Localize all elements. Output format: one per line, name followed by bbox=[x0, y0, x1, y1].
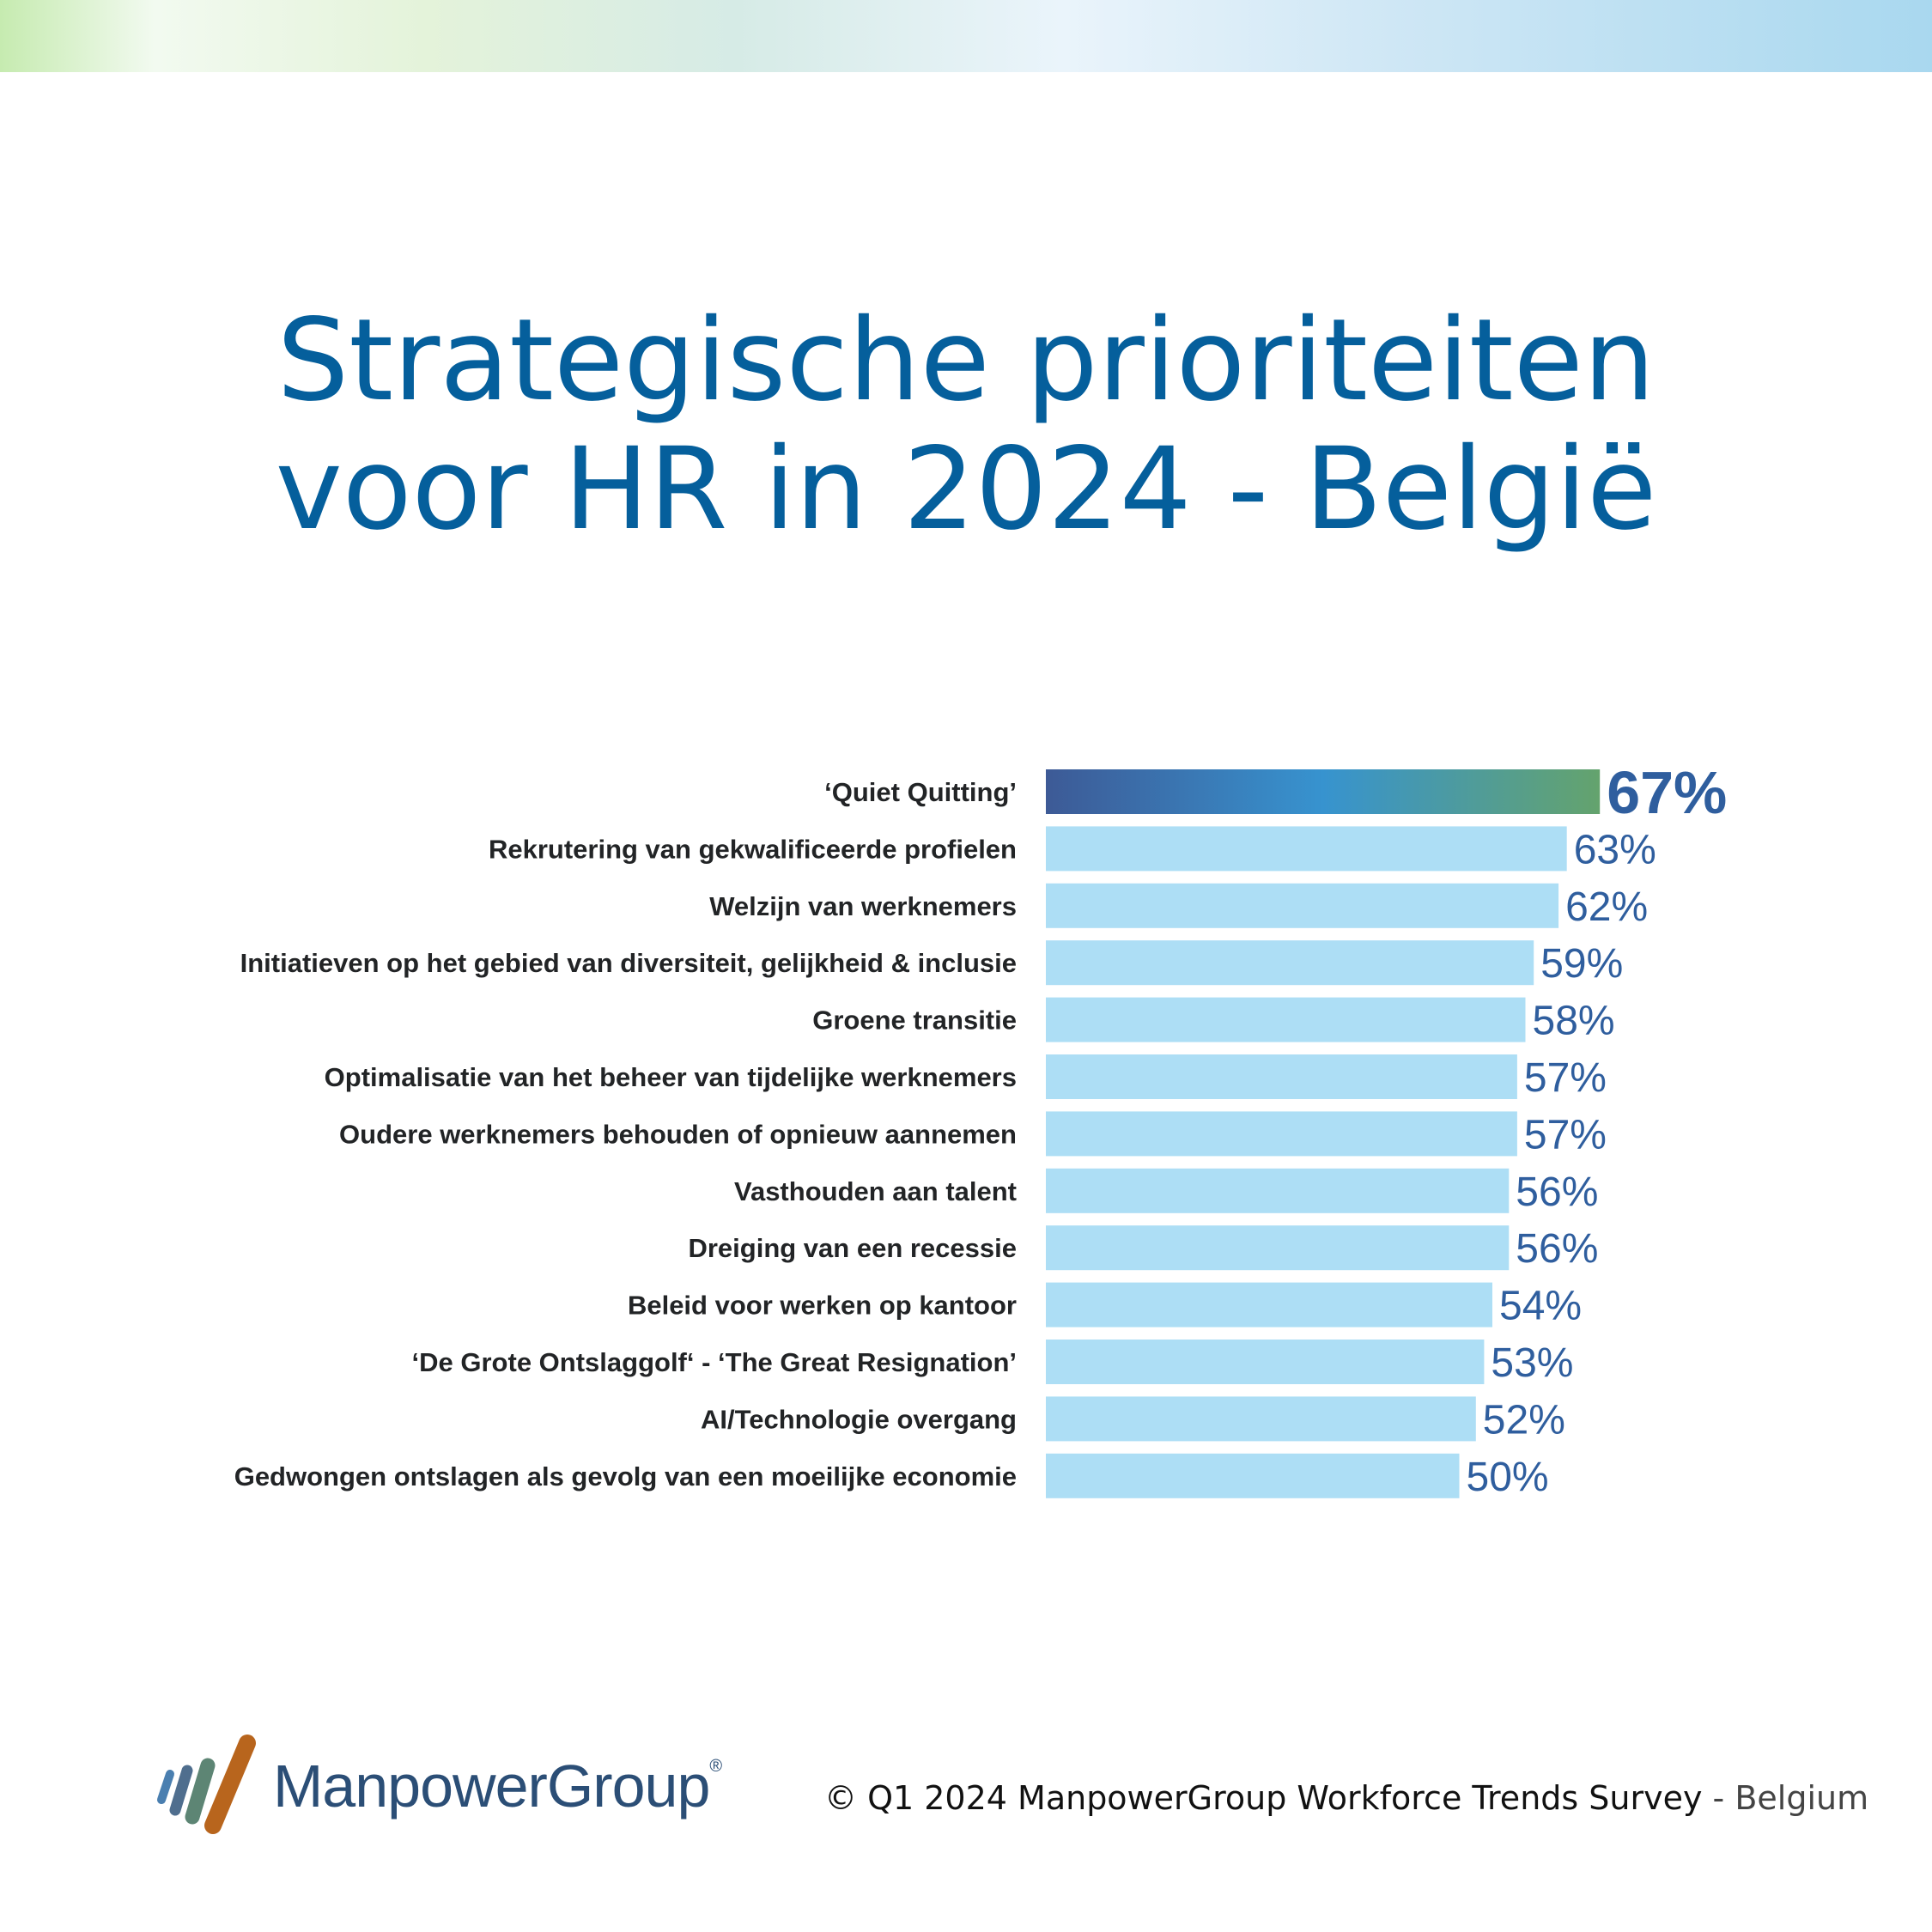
category-label: Gedwongen ontslagen als gevolg van een m… bbox=[234, 1461, 1017, 1492]
value-label: 62% bbox=[1565, 884, 1648, 930]
category-label: Initiatieven op het gebied van diversite… bbox=[240, 948, 1017, 978]
top-gradient-band bbox=[0, 0, 1932, 72]
bar bbox=[1046, 1453, 1460, 1498]
value-label: 54% bbox=[1499, 1284, 1582, 1329]
value-label: 56% bbox=[1516, 1170, 1598, 1215]
value-label: 56% bbox=[1516, 1226, 1598, 1272]
footer-source: © Q1 2024 ManpowerGroup Workforce Trends… bbox=[824, 1779, 1868, 1817]
category-label: Optimalisatie van het beheer van tijdeli… bbox=[325, 1062, 1017, 1092]
category-label: ‘Quiet Quitting’ bbox=[824, 777, 1017, 807]
value-label: 52% bbox=[1483, 1397, 1565, 1443]
category-label: Groene transitie bbox=[812, 1005, 1017, 1036]
bar bbox=[1046, 883, 1559, 928]
value-label: 57% bbox=[1524, 1055, 1607, 1101]
bar bbox=[1046, 1340, 1485, 1384]
category-label: Beleid voor werken op kantoor bbox=[628, 1291, 1017, 1321]
value-label: 59% bbox=[1540, 941, 1623, 987]
category-label: AI/Technologie overgang bbox=[701, 1404, 1017, 1434]
bars-layer: ‘Quiet Quitting’ 67% Rekrutering van gekwa… bbox=[234, 759, 1728, 1500]
category-label: Vasthouden aan talent bbox=[734, 1176, 1017, 1206]
bar bbox=[1046, 1396, 1476, 1442]
chart-title: Strategische prioriteiten voor HR in 202… bbox=[0, 296, 1932, 554]
logo-text: ManpowerGroup bbox=[273, 1753, 710, 1820]
footer-country: - Belgium bbox=[1702, 1779, 1869, 1817]
bar-highlight bbox=[1046, 769, 1601, 814]
value-label: 53% bbox=[1491, 1340, 1573, 1386]
bar bbox=[1046, 1225, 1510, 1271]
value-label: 50% bbox=[1467, 1455, 1549, 1500]
chart-title-line-2: voor HR in 2024 - België bbox=[275, 423, 1657, 556]
value-label: 57% bbox=[1524, 1112, 1607, 1157]
logo-stripes-icon bbox=[157, 1735, 256, 1834]
bar bbox=[1046, 997, 1526, 1042]
bar bbox=[1046, 940, 1534, 986]
category-label: ‘De Grote Ontslaggolf‘ - ‘The Great Resi… bbox=[412, 1347, 1017, 1377]
bar bbox=[1046, 1054, 1517, 1099]
value-label: 63% bbox=[1574, 827, 1656, 872]
chart-title-line-1: Strategische prioriteiten bbox=[276, 295, 1656, 427]
category-label: Oudere werknemers behouden of opnieuw aa… bbox=[339, 1119, 1017, 1149]
category-label: Welzijn van werknemers bbox=[709, 891, 1017, 921]
manpowergroup-logo: ManpowerGroup® bbox=[144, 1735, 745, 1838]
category-label: Rekrutering van gekwalificeerde profiele… bbox=[489, 834, 1017, 864]
bar bbox=[1046, 1111, 1517, 1157]
bar bbox=[1046, 826, 1567, 872]
footer-source-text: © Q1 2024 ManpowerGroup Workforce Trends… bbox=[824, 1779, 1703, 1817]
category-label: Dreiging van een recessie bbox=[688, 1233, 1017, 1263]
value-label-highlight: 67% bbox=[1607, 759, 1727, 826]
value-label: 58% bbox=[1533, 999, 1615, 1044]
bar bbox=[1046, 1282, 1492, 1327]
bar bbox=[1046, 1168, 1510, 1213]
logo-registered-mark: ® bbox=[709, 1757, 722, 1776]
